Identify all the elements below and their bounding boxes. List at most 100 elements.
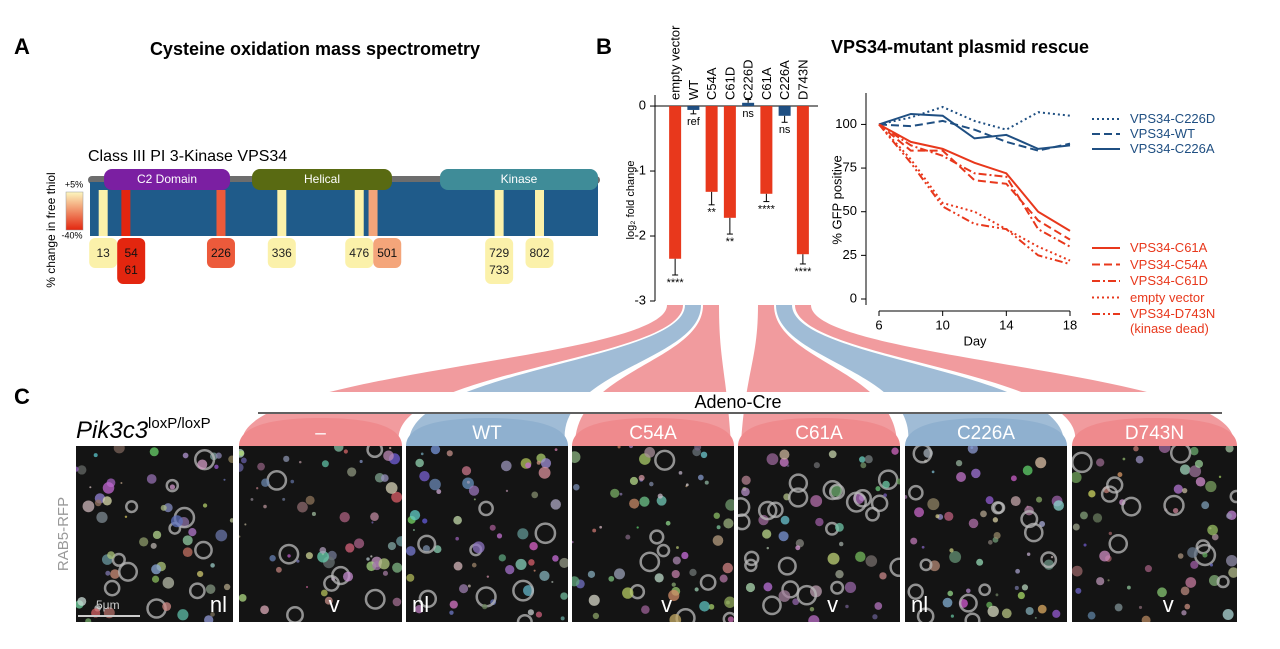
- vesicle: [809, 607, 815, 612]
- data-line: [878, 123, 1071, 266]
- vesicle: [406, 546, 416, 556]
- site-stripe: [368, 190, 378, 236]
- vesicle: [77, 596, 87, 606]
- vesicle: [622, 587, 634, 599]
- vesicle: [905, 495, 908, 499]
- x-tick-label: empty vector: [668, 25, 683, 100]
- header-mask: [250, 392, 1240, 414]
- vesicle: [1194, 459, 1204, 468]
- vesicle: [182, 452, 189, 459]
- vesicle: [527, 609, 534, 616]
- data-line: [878, 123, 1071, 232]
- vesicle: [552, 555, 559, 562]
- vesicle: [1052, 609, 1061, 618]
- vesicle: [1022, 465, 1033, 476]
- vesicle: [1108, 533, 1129, 554]
- vesicle: [1189, 465, 1202, 478]
- y-tick-label: 50: [843, 203, 857, 218]
- genotype-allele: loxP/loxP: [148, 415, 211, 432]
- vesicle: [1096, 577, 1105, 586]
- vesicle: [713, 512, 720, 519]
- vesicle: [324, 596, 333, 605]
- vesicle: [210, 563, 215, 568]
- data-line: [878, 123, 1071, 248]
- panel-label: B: [596, 34, 612, 59]
- vesicle: [931, 470, 935, 474]
- vesicle: [244, 523, 247, 526]
- site-box: [345, 238, 374, 268]
- vesicle: [865, 506, 880, 522]
- vesicle: [741, 475, 751, 485]
- vesicle: [151, 564, 162, 575]
- site-label: 13: [97, 246, 111, 260]
- vesicle: [392, 562, 402, 573]
- vesicle: [468, 485, 480, 496]
- vesicle: [617, 446, 621, 449]
- vesicle: [169, 484, 176, 490]
- panel-header-label: D743N: [1125, 423, 1184, 444]
- vesicle: [572, 540, 574, 544]
- y-axis-title: log₂ fold change: [625, 161, 637, 240]
- vesicle: [320, 589, 328, 597]
- vesicle: [777, 556, 797, 576]
- site-stripe: [121, 190, 131, 236]
- vesicle: [1133, 446, 1139, 452]
- site-box: [373, 238, 402, 268]
- vesicle: [827, 552, 840, 565]
- vesicle: [150, 542, 157, 549]
- vesicle: [391, 491, 402, 503]
- vesicle: [766, 546, 769, 550]
- vesicle: [619, 492, 623, 496]
- vesicle: [298, 460, 302, 464]
- vesicle: [985, 496, 994, 505]
- vesicle: [719, 574, 728, 583]
- vesicle: [967, 446, 978, 454]
- vesicle: [353, 538, 365, 549]
- vesicle: [406, 573, 415, 582]
- vesicle: [907, 583, 924, 600]
- image-marker: nl: [911, 592, 928, 617]
- micrograph-texture: [738, 447, 900, 622]
- vesicle: [1053, 500, 1064, 511]
- vesicle: [1010, 496, 1021, 507]
- vesicle: [815, 517, 824, 527]
- legend-label: VPS34-WT: [1130, 126, 1196, 141]
- y-tick-label: 75: [843, 160, 857, 175]
- vesicle: [1180, 586, 1190, 596]
- vesicle: [512, 579, 535, 602]
- vesicle: [629, 498, 640, 509]
- vesicle: [795, 539, 805, 548]
- micrograph: [239, 446, 402, 622]
- vesicle: [795, 545, 801, 551]
- vesicle: [1039, 521, 1046, 527]
- vesicle: [636, 526, 639, 529]
- vesicle: [120, 482, 123, 485]
- vesicle: [1021, 584, 1029, 591]
- vesicle: [1035, 457, 1047, 469]
- bar: [687, 106, 700, 110]
- vesicle: [418, 589, 438, 609]
- site-box: [206, 238, 235, 268]
- legend-label: VPS34-C54A: [1130, 256, 1208, 272]
- vesicle: [788, 487, 809, 508]
- vesicle: [412, 529, 415, 532]
- vesicle: [240, 457, 247, 464]
- vesicle: [1108, 531, 1113, 536]
- vesicle: [1126, 585, 1131, 590]
- vesicle: [533, 569, 536, 572]
- domain-label: C2 Domain: [137, 172, 197, 186]
- vesicle: [347, 467, 357, 477]
- vesicle: [505, 565, 515, 575]
- vesicle: [912, 446, 933, 464]
- vesicle: [654, 573, 664, 583]
- x-tick-label: WT: [686, 80, 701, 100]
- vesicle: [409, 509, 421, 521]
- vesicle: [1189, 446, 1199, 456]
- x-tick-label: 14: [999, 317, 1013, 332]
- y-tick-label: -1: [634, 162, 646, 177]
- vesicle: [366, 446, 384, 459]
- vesicle: [649, 529, 665, 545]
- vesicle: [188, 528, 197, 537]
- data-line: [878, 105, 1071, 131]
